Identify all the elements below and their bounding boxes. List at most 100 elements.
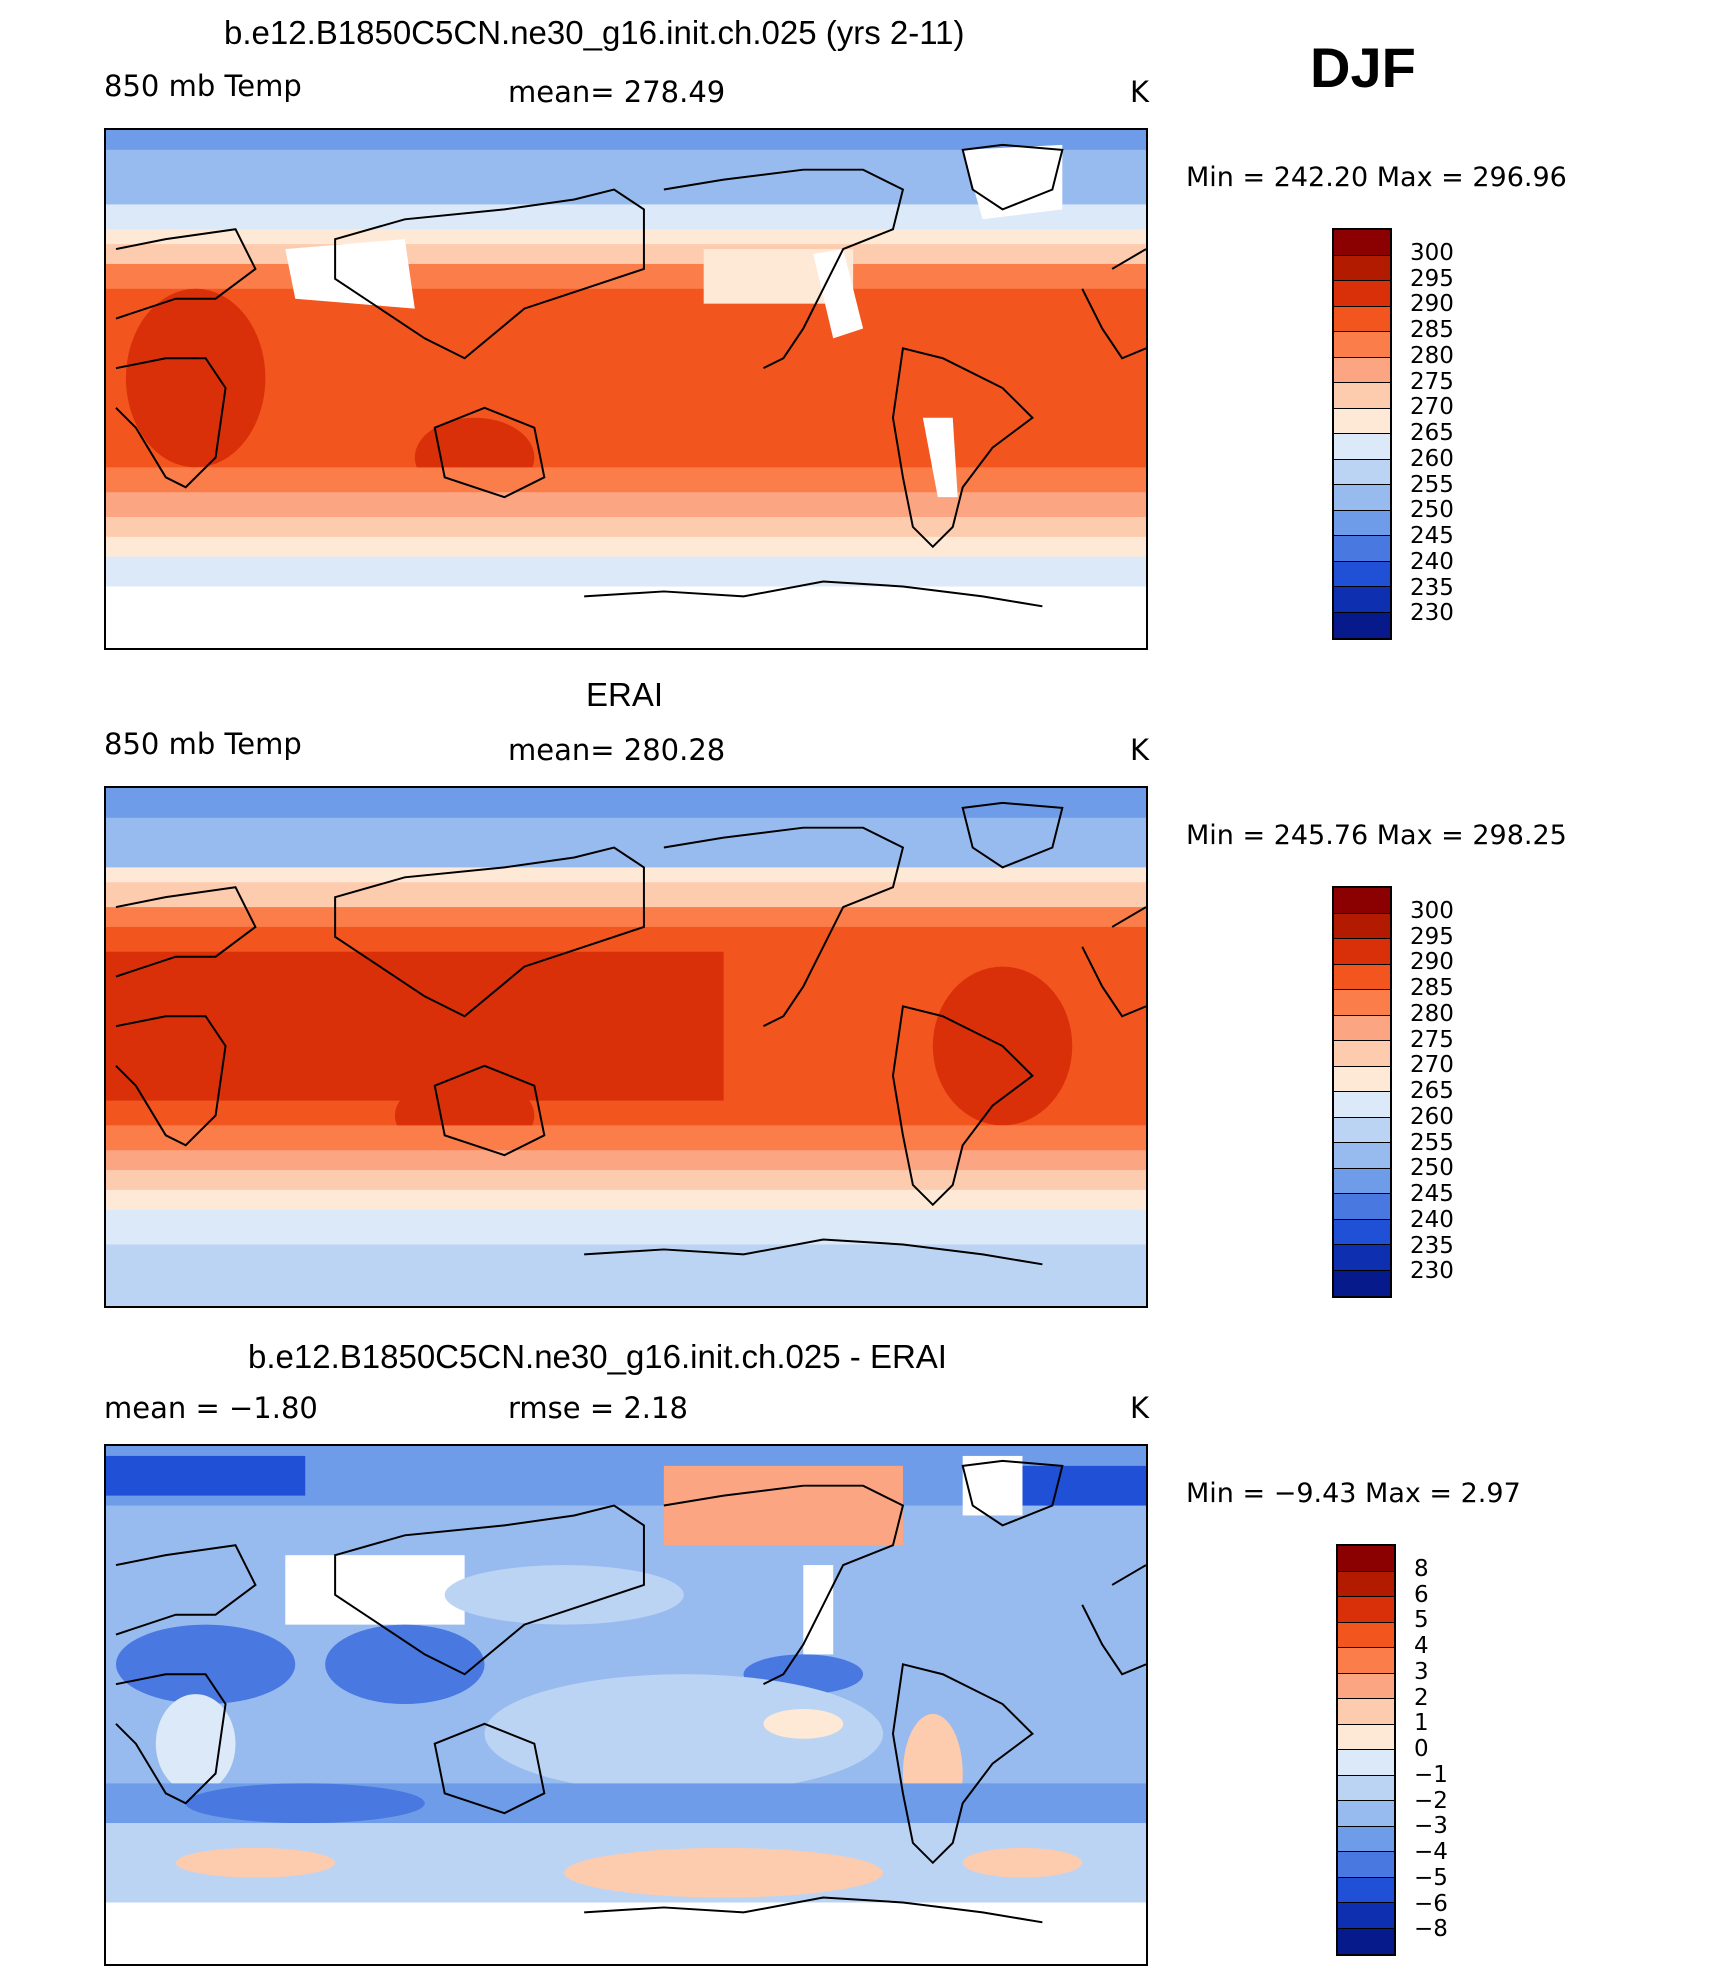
panel-title-diff: b.e12.B1850C5CN.ne30_g16.init.ch.025 - E… [248,1338,947,1375]
colorbar-swatch [1334,1219,1390,1245]
colorbar-tick-label: 235 [1410,574,1454,601]
colorbar-swatch [1334,1245,1390,1271]
map-diff [104,1444,1148,1966]
colorbar-swatch [1334,485,1390,511]
colorbar-tick-label: 280 [1410,1000,1454,1027]
colorbar-tick-label: 5 [1414,1607,1429,1634]
colorbar-tick-label: −2 [1414,1787,1448,1814]
colorbar-swatch [1338,1673,1394,1699]
colorbar-diff [1336,1544,1396,1956]
colorbar-swatch [1338,1571,1394,1597]
colorbar-swatch [1338,1597,1394,1623]
colorbar-tick-label: 240 [1410,1206,1454,1233]
colorbar-tick-label: 2 [1414,1684,1429,1711]
colorbar-tick-label: 245 [1410,523,1454,549]
colorbar-swatch [1334,306,1390,332]
colorbar-swatch [1334,536,1390,562]
colorbar-swatch [1334,1194,1390,1220]
colorbar-tick-label: −5 [1414,1864,1448,1891]
colorbar-obs [1332,886,1392,1298]
colorbar-swatch [1338,1877,1394,1903]
colorbar-labels-obs: 300 295 290 285 280 275 270 265 260 255 250 245 240 2… [1410,886,1490,1298]
colorbar-swatch [1334,332,1390,358]
panel-variable-label-obs: 850 mb Temp [104,727,302,761]
colorbar-tick-label: −8 [1414,1916,1448,1943]
panel-title-model: b.e12.B1850C5CN.ne30_g16.init.ch.025 (yr… [224,14,965,51]
colorbar-swatch [1338,1546,1394,1572]
colorbar-swatch [1338,1903,1394,1929]
colorbar-swatch [1338,1648,1394,1674]
colorbar-swatch [1334,1168,1390,1194]
colorbar-tick-label: 0 [1414,1736,1429,1762]
colorbar-swatch [1334,612,1390,638]
panel-mean-label-obs: mean= 280.28 [508,733,726,767]
colorbar-swatch [1334,383,1390,409]
colorbar-swatch [1334,888,1390,914]
map-obs [104,786,1148,1308]
colorbar-tick-label: 300 [1410,239,1454,266]
colorbar-tick-label: 270 [1410,394,1454,421]
panel-units-label-model: K [1130,75,1150,109]
panel-units-label-diff: K [1130,1391,1150,1425]
colorbar-tick-label: 290 [1410,949,1454,976]
colorbar-tick-label: 260 [1410,445,1454,472]
colorbar-tick-label: 240 [1410,548,1454,575]
colorbar-labels-diff: 8 6 5 4 3 2 1 0 −1 −2 −3 −4 −5 −6 −8 [1414,1544,1494,1956]
colorbar-swatch [1334,459,1390,485]
colorbar-tick-label: 280 [1410,342,1454,369]
colorbar-tick-label: −1 [1414,1761,1448,1788]
colorbar-swatch [1338,1852,1394,1878]
colorbar-swatch [1338,1801,1394,1827]
colorbar-swatch [1334,281,1390,307]
colorbar-tick-label: 300 [1410,897,1454,924]
colorbar-tick-label: 255 [1410,471,1454,498]
panel-units-label-obs: K [1130,733,1150,767]
panel-title-obs: ERAI [586,676,664,713]
colorbar-tick-label: 290 [1410,291,1454,318]
colorbar-tick-label: 265 [1410,1078,1454,1104]
colorbar-swatch [1338,1622,1394,1648]
colorbar-swatch [1338,1699,1394,1725]
colorbar-swatch [1334,255,1390,281]
panel-mean-label-model: mean= 278.49 [508,75,726,109]
colorbar-tick-label: 245 [1410,1181,1454,1207]
colorbar-tick-label: 275 [1410,368,1454,395]
colorbar-swatch [1334,434,1390,460]
colorbar-swatch [1338,1826,1394,1852]
colorbar-swatch [1334,939,1390,965]
colorbar-tick-label: 6 [1414,1581,1429,1608]
panel-mean-label-diff: mean = −1.80 [104,1391,318,1425]
colorbar-swatch [1338,1775,1394,1801]
colorbar-tick-label: −4 [1414,1839,1448,1865]
colorbar-tick-label: 255 [1410,1129,1454,1156]
colorbar-tick-label: 230 [1410,600,1454,627]
panel-minmax-diff: Min = −9.43 Max = 2.97 [1186,1478,1521,1509]
colorbar-tick-label: 260 [1410,1103,1454,1130]
colorbar-tick-label: −6 [1414,1890,1448,1917]
colorbar-swatch [1334,561,1390,587]
colorbar-tick-label: 270 [1410,1052,1454,1079]
colorbar-tick-label: −3 [1414,1813,1448,1840]
colorbar-swatch [1334,357,1390,383]
colorbar-swatch [1334,1041,1390,1067]
colorbar-tick-label: 230 [1410,1258,1454,1285]
colorbar-tick-label: 295 [1410,923,1454,950]
colorbar-swatch [1334,913,1390,939]
panel-minmax-model: Min = 242.20 Max = 296.96 [1186,162,1567,193]
colorbar-tick-label: 265 [1410,420,1454,446]
colorbar-tick-label: 285 [1410,317,1454,343]
colorbar-swatch [1334,1015,1390,1041]
colorbar-labels-model: 300 295 290 285 280 275 270 265 260 255 250 245 240 2… [1410,228,1490,640]
panel-minmax-obs: Min = 245.76 Max = 298.25 [1186,820,1567,851]
colorbar-tick-label: 235 [1410,1232,1454,1259]
colorbar-swatch [1334,1270,1390,1296]
colorbar-swatch [1338,1750,1394,1776]
colorbar-swatch [1334,510,1390,536]
colorbar-swatch [1334,587,1390,613]
map-model [104,128,1148,650]
colorbar-tick-label: 8 [1414,1555,1429,1582]
colorbar-swatch [1334,964,1390,990]
panel-variable-label-model: 850 mb Temp [104,69,302,103]
colorbar-swatch [1334,230,1390,256]
colorbar-tick-label: 295 [1410,265,1454,292]
